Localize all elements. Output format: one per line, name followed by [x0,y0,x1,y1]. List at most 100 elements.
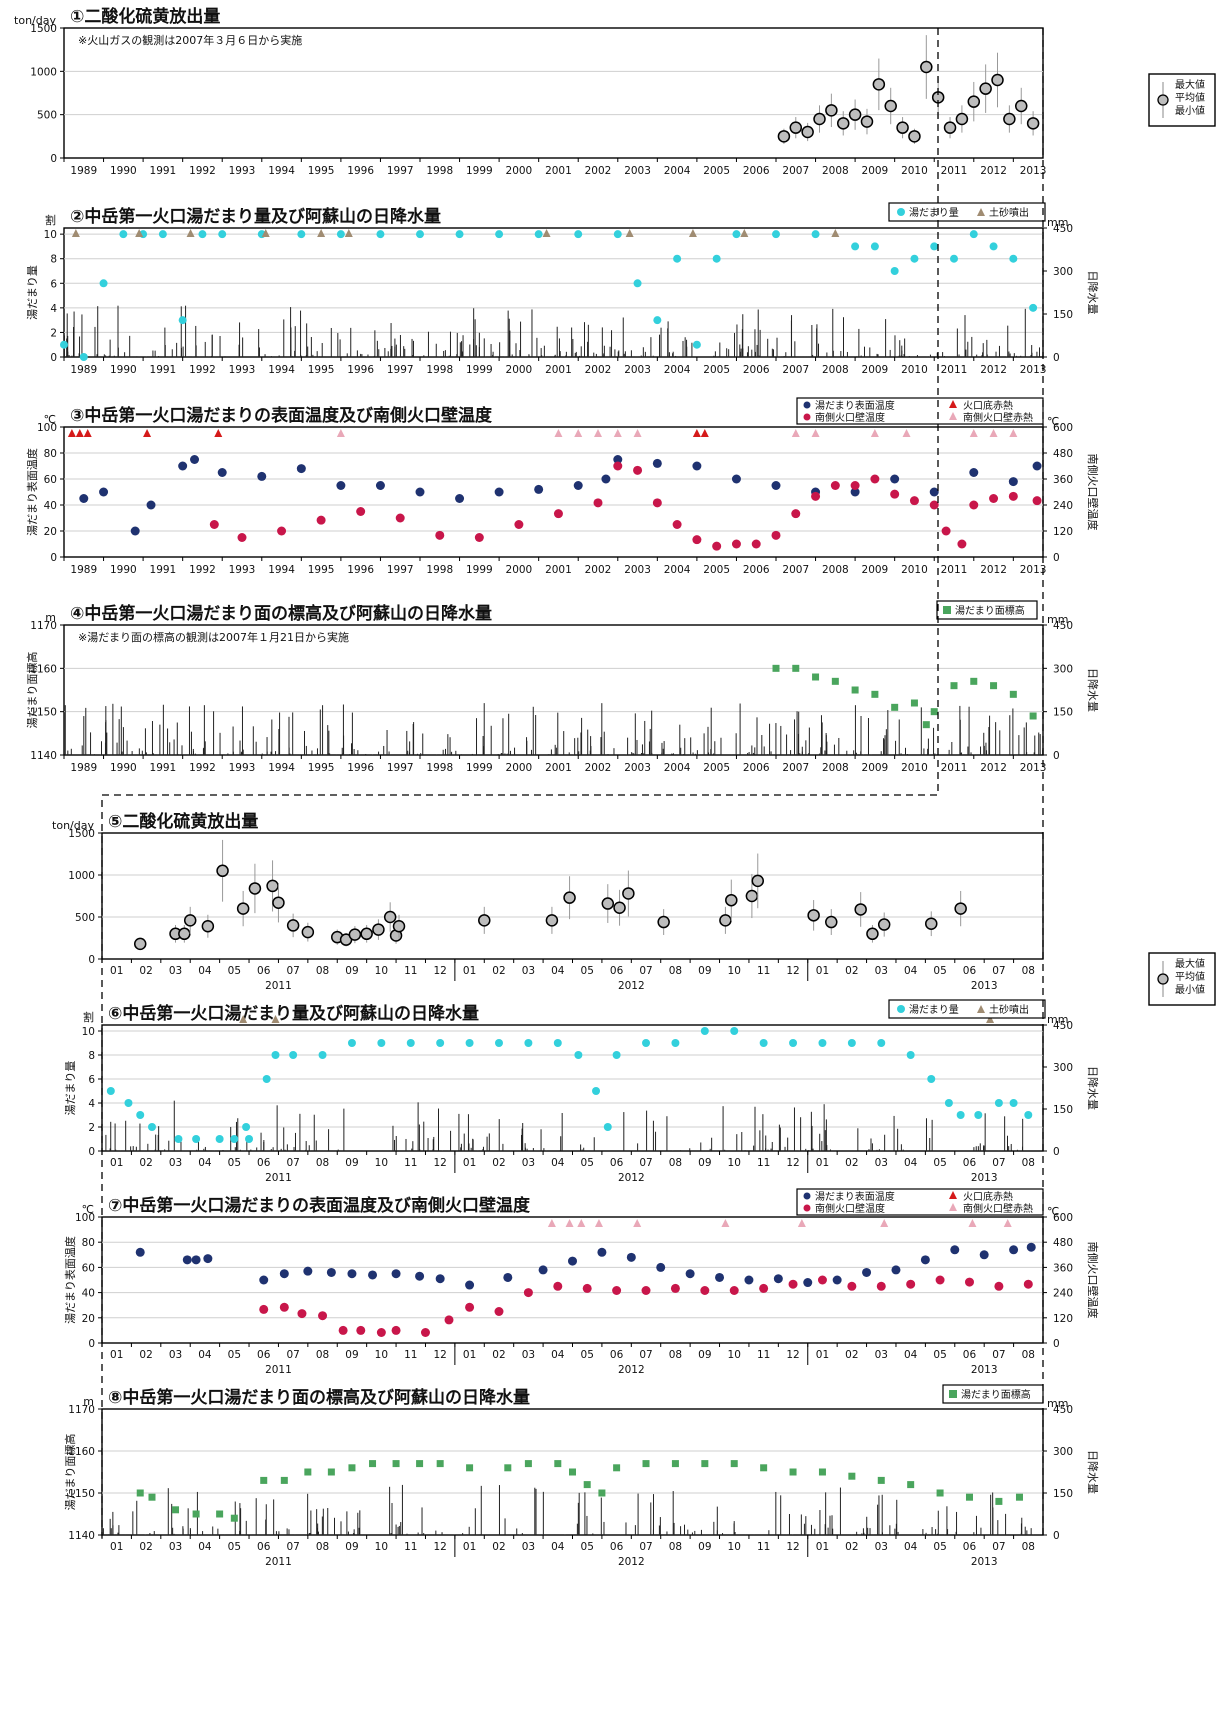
x-tick-label: 2011 [941,364,968,376]
floor-glow-marker [143,429,152,437]
event-markers [239,1015,995,1023]
x-tick-label: 04 [904,1157,918,1169]
x-tick-label: 10 [728,1157,741,1169]
pool-amount-point [218,230,227,239]
legend-cyan-symbol [897,1005,905,1013]
x-tick-label: 12 [433,1541,446,1553]
pool-level-point [642,1460,650,1468]
floor-glow-marker [67,429,76,437]
wall-temp-point [297,1309,307,1319]
year-label: 2012 [618,1556,645,1568]
pool-temp-point [178,461,188,471]
x-tick-label: 2001 [545,364,572,376]
so2-point [286,919,300,932]
panel-3: 0 20 40 60 80 100 0 120 240 360 480 600 1989 1990 1991… [25,405,1100,576]
wall-temp-point [593,498,603,508]
pool-amount-point [147,1123,156,1131]
sediment-marker [542,229,551,237]
x-tick-label: 06 [963,965,977,977]
pool-temp-point [832,1275,842,1285]
x-tick-label: 06 [610,1157,624,1169]
wall-temp-point [356,507,366,516]
wall-glow-marker [554,429,563,437]
y-tick-label: 0 [88,1338,95,1350]
y2-tick-label: 150 [1053,1104,1073,1116]
x-tick-label: 10 [375,1157,388,1169]
pool-level-point [922,721,930,729]
pool-temp-point [415,487,425,497]
x-tick-label: 07 [639,1157,652,1169]
pool-amount-point [215,1135,224,1143]
so2-point [991,73,1004,87]
pool-amount-point [789,1039,798,1047]
y-tick-label: 20 [82,1313,95,1325]
wall-temp-point [318,1311,328,1321]
y-tick-label: 4 [50,303,57,315]
plot-frame [101,1216,1044,1344]
year-label: 2011 [265,980,292,992]
wall-temp-point [641,1286,651,1295]
plot-frame [63,227,1044,358]
y-tick-label: 500 [75,912,95,924]
x-tick-label: 11 [757,1157,770,1169]
pool-temp-point [217,468,227,477]
pool-temp-point [465,1280,475,1290]
x-tick-label: 2012 [980,364,1007,376]
x-tick-label: 04 [198,1541,212,1553]
wall-temp-point [817,1275,827,1285]
panel-5: 0 500 1000 1500 01 02 03 04 05 06 07 08 09 10 11 12 01 02… [52,811,1044,992]
x-tick-label: 09 [698,1157,711,1169]
x-tick-label: 1993 [229,364,256,376]
pool-level-point [392,1460,400,1468]
x-tick-label: 1995 [308,364,335,376]
y-tick-label: 10 [44,229,57,241]
event-markers [71,229,840,237]
wall-temp-point [935,1275,945,1285]
wall-temp-point [652,498,662,508]
so2-point [478,914,491,927]
y-tick-label: 80 [44,448,57,460]
x-tick-label: 2001 [545,762,572,774]
wall-temp-point [612,1286,622,1295]
pool-amount-point [673,254,682,263]
right-unit: ℃ [1047,415,1059,428]
pool-temp-point [191,1255,201,1265]
so2-point [622,887,635,900]
x-tick-label: 08 [669,1349,682,1361]
x-tick-label: 01 [110,1349,123,1361]
x-tick-label: 04 [551,1541,565,1553]
x-tick-label: 01 [463,1157,476,1169]
x-tick-label: 1998 [426,165,453,177]
legend-pink-symbol [949,412,957,420]
wall-temp-point [209,520,219,529]
pool-temp-point [538,1265,548,1275]
pool-amount-point [136,1111,145,1119]
legend-pool-amount: 湯だまり量 土砂噴出 [888,999,1046,1019]
pool-amount-point [730,1027,739,1035]
so2-point [301,925,315,939]
pool-level-point [1029,712,1037,720]
x-tick-label: 11 [404,1349,417,1361]
series-湯だまり面標高 [772,664,1037,729]
x-tick-label: 1992 [189,762,216,774]
pool-temp-point [1026,1242,1036,1252]
x-tick-label: 2000 [506,165,533,177]
pool-amount-point [192,1135,201,1143]
pool-level-point [950,682,958,690]
wall-glow-marker [880,1219,889,1227]
pool-amount-point [870,242,879,251]
y-tick-label: 20 [44,526,57,538]
right-unit: mm [1047,216,1068,229]
x-tick-label: 2009 [862,564,889,576]
x-tick-label: 09 [698,965,711,977]
legend-label: 南側火口壁温度 [815,1202,885,1215]
pool-temp-point [259,1275,269,1285]
x-tick-label: 1992 [189,165,216,177]
x-tick-label: 1990 [110,364,137,376]
pool-temp-point [135,1247,145,1257]
so2-point [908,130,921,143]
pool-amount-point [700,1027,709,1035]
pool-temp-point [891,1265,901,1275]
so2-point [236,902,250,915]
